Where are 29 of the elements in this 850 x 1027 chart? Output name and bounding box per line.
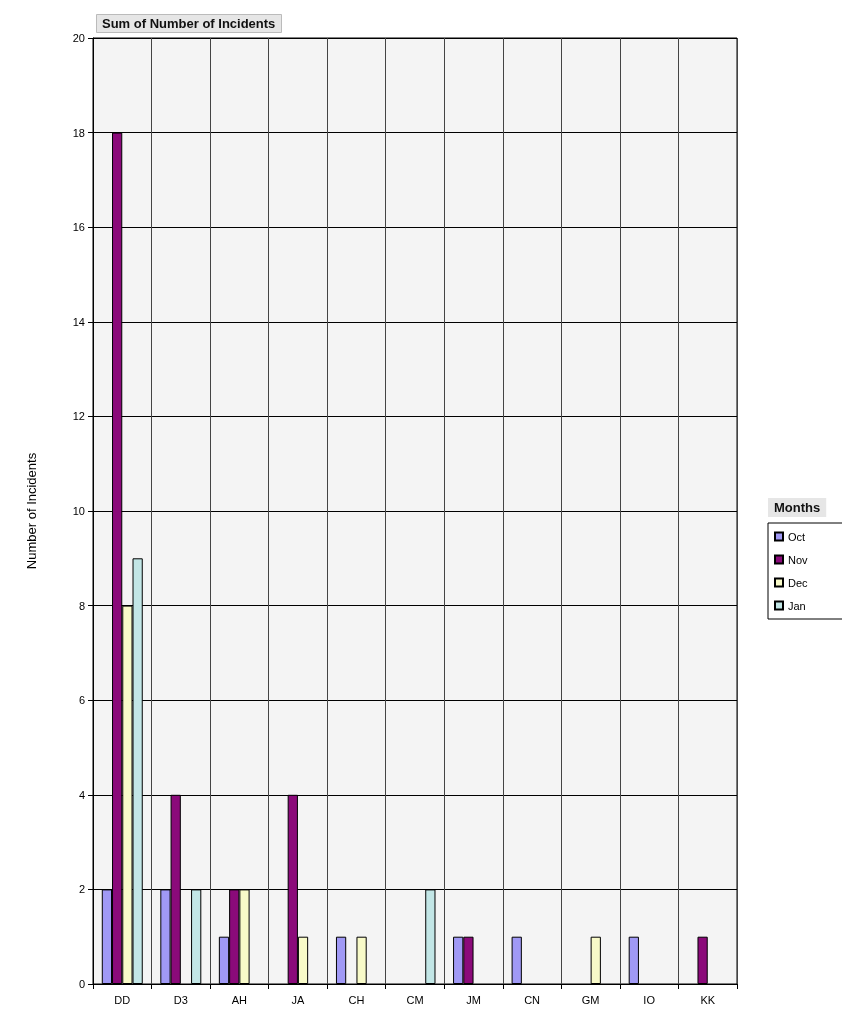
y-axis-title: Number of Incidents xyxy=(24,452,39,570)
x-tick-label: CH xyxy=(348,993,365,1006)
y-tick-label: 6 xyxy=(78,694,85,707)
y-tick-label: 14 xyxy=(72,315,85,328)
y-tick-label: 4 xyxy=(78,788,85,801)
x-tick-label: DD xyxy=(114,993,131,1006)
y-tick-label: 8 xyxy=(78,599,85,612)
x-tick-label: CN xyxy=(524,993,541,1006)
y-tick-label: 16 xyxy=(72,221,85,234)
legend-title: Months xyxy=(774,500,821,515)
legend-label: Nov xyxy=(788,553,809,566)
x-tick-label: GM xyxy=(581,993,600,1006)
x-tick-label: JM xyxy=(466,993,481,1006)
chart-title: Sum of Number of Incidents xyxy=(102,16,276,31)
y-tick-label: 20 xyxy=(72,32,85,44)
y-tick-label: 12 xyxy=(72,410,85,423)
x-tick-label: IO xyxy=(643,993,656,1006)
legend-label: Oct xyxy=(788,530,806,543)
x-tick-label: D3 xyxy=(173,993,188,1006)
y-tick-label: 10 xyxy=(72,505,85,517)
x-tick-label: JA xyxy=(291,993,305,1006)
y-tick-label: 0 xyxy=(78,978,85,990)
y-tick-label: 2 xyxy=(78,883,85,896)
x-tick-label: AH xyxy=(231,993,248,1006)
x-tick-label: KK xyxy=(700,993,716,1006)
legend-label: Dec xyxy=(788,576,809,589)
legend-label: Jan xyxy=(788,599,806,612)
x-tick-label: CM xyxy=(406,993,424,1006)
y-tick-label: 18 xyxy=(72,126,85,139)
